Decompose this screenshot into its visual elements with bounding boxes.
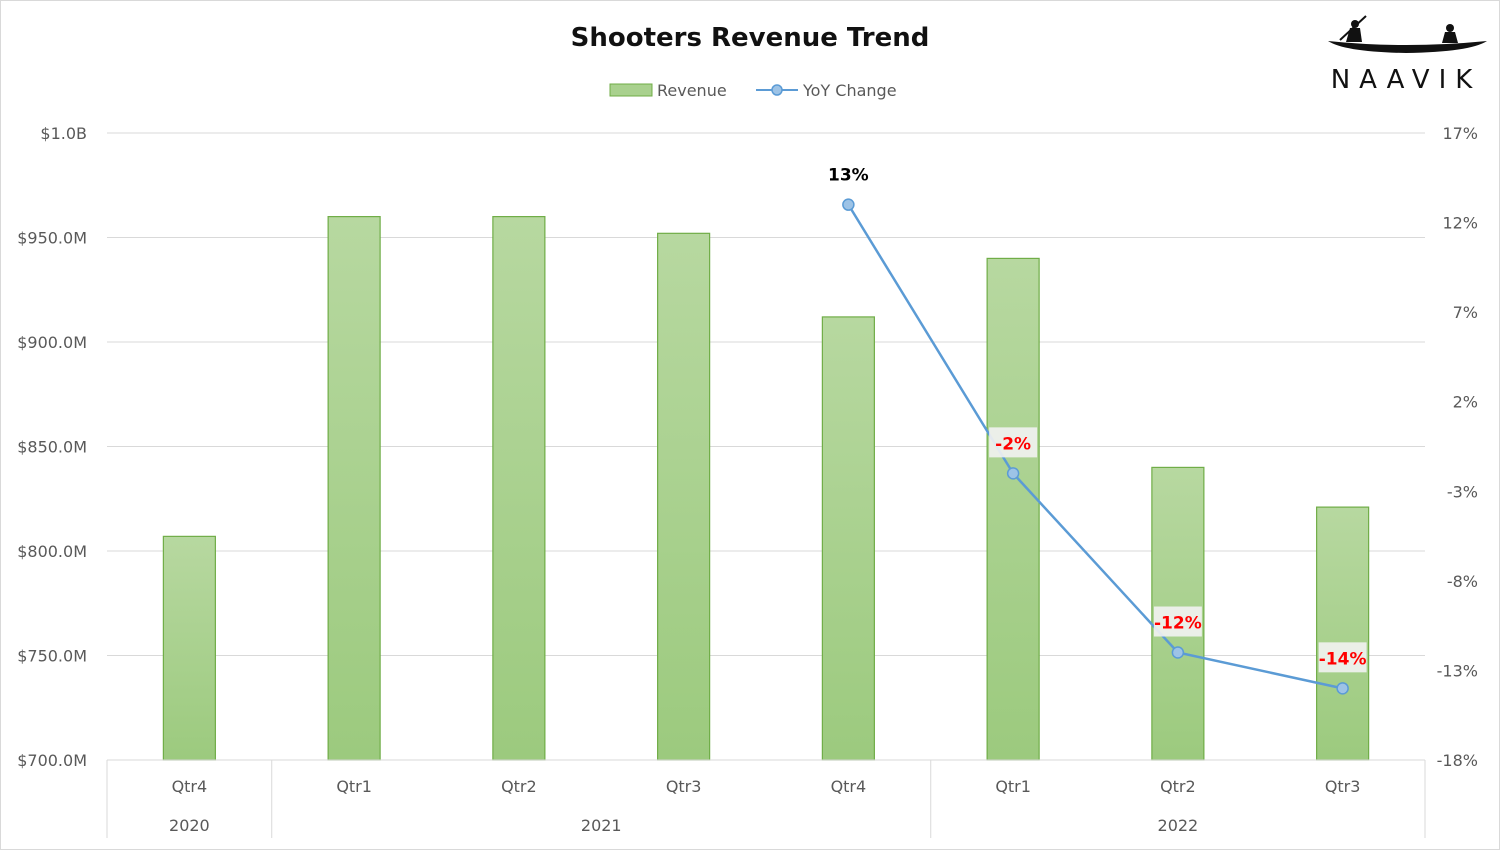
x-tick-label: Qtr1: [336, 777, 372, 796]
left-tick-label: $950.0M: [17, 229, 87, 248]
yoy-label-bg: [1153, 606, 1202, 637]
year-group-label: 2021: [581, 816, 622, 835]
x-tick-label: Qtr4: [831, 777, 867, 796]
yoy-point: [842, 198, 855, 211]
x-axis: Qtr4 Qtr1 Qtr2 Qtr3 Qtr4 Qtr1 Qtr2 Qtr3 2020 2021…: [106, 759, 1426, 838]
revenue-bar: [1316, 506, 1370, 761]
revenue-bar: [492, 216, 546, 761]
yoy-polyline: [847, 204, 1343, 690]
legend-revenue-swatch: [609, 83, 653, 97]
yoy-data-label: -12%: [1154, 614, 1202, 634]
yoy-line-series: [842, 198, 1349, 695]
left-tick-label: $800.0M: [17, 542, 87, 561]
right-tick-label: 2%: [1453, 393, 1478, 412]
yoy-data-label: -2%: [995, 434, 1031, 454]
revenue-bar: [821, 316, 875, 761]
legend: Revenue YoY Change: [609, 81, 897, 100]
revenue-bar: [327, 216, 381, 761]
yoy-point: [1171, 646, 1185, 659]
right-tick-label: -18%: [1437, 751, 1478, 770]
canoe-icon: [1328, 41, 1487, 53]
chart-title: Shooters Revenue Trend: [571, 23, 930, 53]
right-tick-label: -3%: [1447, 482, 1478, 501]
x-tick-label: Qtr3: [666, 777, 702, 796]
yoy-data-labels: 13% -2% -12% -14%: [828, 166, 1367, 673]
x-tick-label: Qtr4: [172, 777, 208, 796]
left-axis-ticks: $700.0M $750.0M $800.0M $850.0M $900.0M $950.…: [17, 124, 87, 770]
legend-yoy-label: YoY Change: [802, 81, 897, 100]
revenue-bar: [657, 232, 711, 761]
revenue-bar: [162, 535, 216, 761]
right-tick-label: -13%: [1437, 661, 1478, 680]
year-group-label: 2022: [1158, 816, 1199, 835]
x-tick-label: Qtr1: [995, 777, 1031, 796]
yoy-point: [1006, 467, 1020, 480]
right-axis-ticks: -18% -13% -8% -3% 2% 7% 12% 17%: [1437, 124, 1478, 770]
yoy-label-bg: [989, 427, 1038, 458]
legend-yoy-marker: [771, 84, 783, 96]
x-tick-label: Qtr3: [1325, 777, 1361, 796]
x-tick-label: Qtr2: [1160, 777, 1196, 796]
yoy-point: [1336, 682, 1349, 695]
yoy-data-label: 13%: [828, 166, 869, 186]
year-group-label: 2020: [169, 816, 210, 835]
right-tick-label: -8%: [1447, 572, 1478, 591]
yoy-data-label: -14%: [1319, 649, 1367, 669]
gridlines: [107, 132, 1425, 761]
left-tick-label: $700.0M: [17, 751, 87, 770]
left-tick-label: $900.0M: [17, 333, 87, 352]
right-tick-label: 17%: [1442, 124, 1478, 143]
logo-text: NAAVIK: [1331, 65, 1482, 95]
x-tick-label: Qtr2: [501, 777, 537, 796]
revenue-bar: [986, 257, 1040, 761]
yoy-label-bg: [1318, 642, 1367, 673]
right-tick-label: 7%: [1453, 303, 1478, 322]
left-tick-label: $850.0M: [17, 438, 87, 457]
right-tick-label: 12%: [1442, 214, 1478, 233]
legend-revenue-label: Revenue: [657, 81, 727, 100]
left-tick-label: $1.0B: [40, 124, 87, 143]
revenue-bars: [162, 216, 1370, 761]
naavik-logo: NAAVIK: [1328, 15, 1487, 95]
left-tick-label: $750.0M: [17, 647, 87, 666]
